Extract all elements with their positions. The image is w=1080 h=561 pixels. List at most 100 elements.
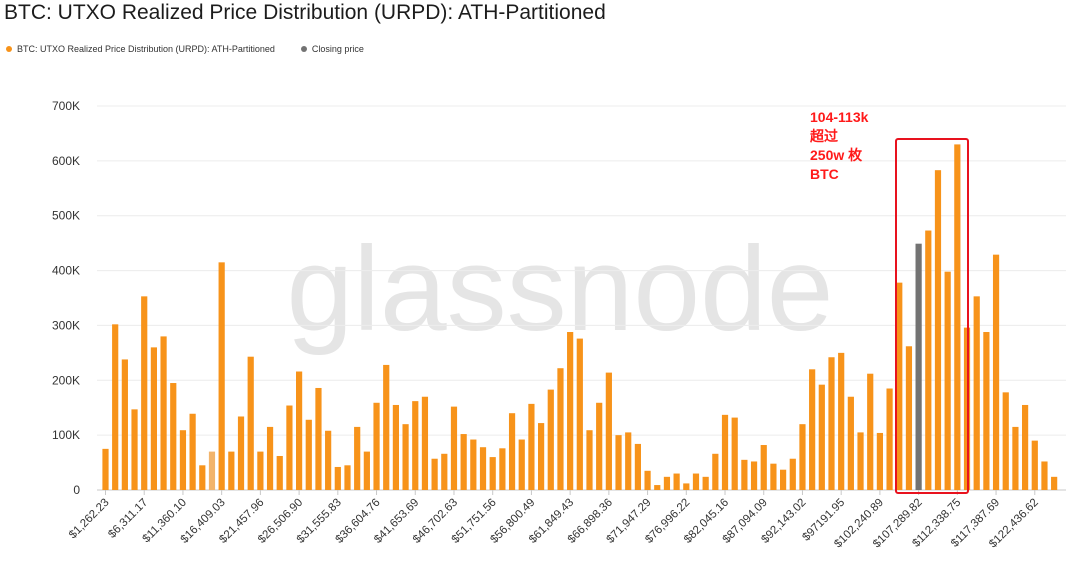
bar[interactable] bbox=[828, 357, 835, 490]
bar[interactable] bbox=[363, 451, 370, 490]
bar[interactable] bbox=[470, 439, 477, 490]
bar[interactable] bbox=[208, 451, 216, 490]
bar[interactable] bbox=[944, 271, 951, 490]
bar[interactable] bbox=[741, 459, 748, 490]
bar[interactable] bbox=[557, 368, 564, 490]
bar[interactable] bbox=[286, 405, 293, 490]
bar[interactable] bbox=[431, 458, 438, 490]
bar[interactable] bbox=[799, 424, 806, 490]
bar[interactable] bbox=[712, 453, 719, 490]
bar[interactable] bbox=[809, 369, 816, 490]
bar[interactable] bbox=[421, 396, 429, 490]
bar[interactable] bbox=[992, 254, 1000, 490]
bar[interactable] bbox=[518, 439, 525, 490]
bar[interactable] bbox=[479, 447, 487, 490]
bar[interactable] bbox=[886, 388, 893, 490]
bar[interactable] bbox=[973, 296, 980, 490]
bar[interactable] bbox=[654, 485, 661, 490]
bar[interactable] bbox=[257, 451, 264, 490]
bar[interactable] bbox=[1002, 392, 1009, 490]
bar[interactable] bbox=[160, 336, 167, 490]
bar[interactable] bbox=[179, 430, 187, 490]
bar[interactable] bbox=[170, 383, 177, 490]
bar[interactable] bbox=[683, 483, 690, 490]
bar[interactable] bbox=[1022, 404, 1029, 490]
bar[interactable] bbox=[857, 432, 864, 490]
bar[interactable] bbox=[141, 296, 148, 490]
bar[interactable] bbox=[780, 469, 787, 490]
bar[interactable] bbox=[925, 230, 932, 490]
bar[interactable] bbox=[615, 435, 622, 490]
closing-price-bar[interactable] bbox=[915, 243, 922, 490]
bar[interactable] bbox=[576, 338, 583, 490]
bar[interactable] bbox=[789, 458, 796, 490]
bar[interactable] bbox=[547, 389, 554, 490]
bar[interactable] bbox=[625, 432, 632, 490]
bar[interactable] bbox=[586, 430, 593, 490]
bar[interactable] bbox=[847, 396, 854, 490]
bar[interactable] bbox=[596, 402, 603, 490]
bar[interactable] bbox=[1012, 426, 1019, 490]
bar[interactable] bbox=[276, 455, 283, 490]
bar[interactable] bbox=[867, 373, 874, 490]
bar[interactable] bbox=[673, 473, 680, 490]
bar[interactable] bbox=[1041, 461, 1048, 490]
bar[interactable] bbox=[663, 476, 671, 490]
bar[interactable] bbox=[121, 359, 128, 490]
bar[interactable] bbox=[315, 387, 322, 490]
bar[interactable] bbox=[605, 372, 612, 490]
bar[interactable] bbox=[876, 432, 883, 490]
legend-item-closing-price[interactable]: Closing price bbox=[300, 44, 364, 54]
bar[interactable] bbox=[934, 170, 942, 490]
bar[interactable] bbox=[150, 347, 157, 490]
bar[interactable] bbox=[508, 413, 516, 490]
bar[interactable] bbox=[760, 445, 767, 490]
bar[interactable] bbox=[702, 476, 709, 490]
bar[interactable] bbox=[412, 401, 419, 490]
bar[interactable] bbox=[954, 144, 961, 490]
bar[interactable] bbox=[189, 413, 196, 490]
bar[interactable] bbox=[441, 453, 448, 490]
bar[interactable] bbox=[838, 352, 845, 490]
bar[interactable] bbox=[567, 332, 574, 490]
bar[interactable] bbox=[983, 332, 990, 490]
bar[interactable] bbox=[489, 457, 496, 490]
bar[interactable] bbox=[112, 324, 119, 490]
bar[interactable] bbox=[266, 426, 274, 490]
bar[interactable] bbox=[247, 356, 254, 490]
bar[interactable] bbox=[383, 364, 390, 490]
bar[interactable] bbox=[770, 463, 777, 490]
bar[interactable] bbox=[896, 282, 903, 490]
bar[interactable] bbox=[131, 409, 138, 490]
bar[interactable] bbox=[218, 262, 225, 490]
bar[interactable] bbox=[402, 424, 409, 490]
bar[interactable] bbox=[750, 461, 758, 490]
bar[interactable] bbox=[296, 371, 303, 490]
bar[interactable] bbox=[325, 430, 332, 490]
bar[interactable] bbox=[634, 443, 641, 490]
bar[interactable] bbox=[731, 417, 738, 490]
bar[interactable] bbox=[334, 466, 341, 490]
bar[interactable] bbox=[818, 384, 825, 490]
bar[interactable] bbox=[305, 419, 312, 490]
bar[interactable] bbox=[499, 448, 506, 490]
bar[interactable] bbox=[237, 416, 245, 490]
bar[interactable] bbox=[1031, 440, 1038, 490]
legend-item-urpd[interactable]: BTC: UTXO Realized Price Distribution (U… bbox=[6, 44, 275, 54]
bar[interactable] bbox=[692, 473, 700, 490]
bar[interactable] bbox=[905, 346, 913, 490]
bar[interactable] bbox=[199, 465, 206, 490]
bar[interactable] bbox=[450, 406, 458, 490]
bar[interactable] bbox=[644, 470, 651, 490]
bar[interactable] bbox=[721, 414, 729, 490]
bar[interactable] bbox=[460, 434, 467, 490]
bar[interactable] bbox=[373, 402, 380, 490]
bar[interactable] bbox=[102, 448, 109, 490]
bar[interactable] bbox=[1051, 476, 1058, 490]
bar[interactable] bbox=[392, 404, 399, 490]
bar[interactable] bbox=[228, 451, 235, 490]
bar[interactable] bbox=[354, 426, 361, 490]
bar[interactable] bbox=[538, 423, 545, 490]
bar[interactable] bbox=[344, 465, 351, 490]
bar[interactable] bbox=[528, 403, 535, 490]
